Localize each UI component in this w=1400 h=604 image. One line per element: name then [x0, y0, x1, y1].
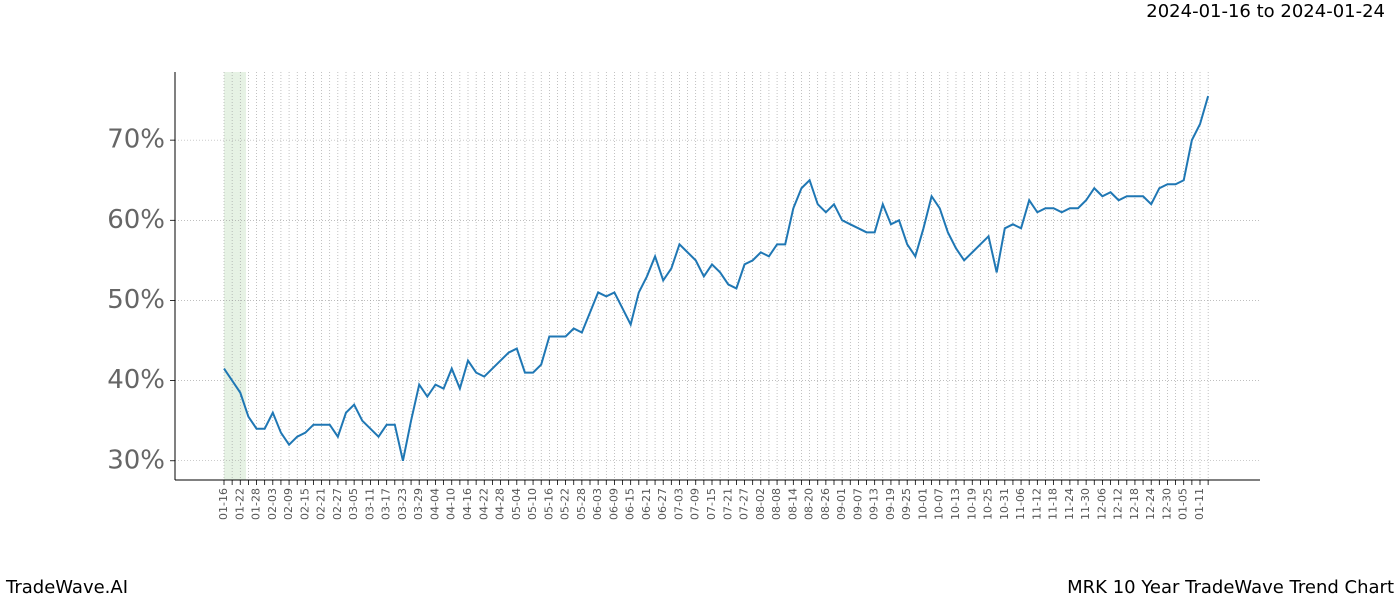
x-tick-label: 12-24 [1144, 488, 1157, 520]
chart-title: 2024-01-16 to 2024-01-24 [1146, 1, 1385, 22]
x-tick-label: 03-17 [380, 488, 393, 520]
x-tick-label: 10-01 [916, 488, 929, 520]
y-tick-label: 70% [107, 125, 165, 155]
x-tick-label: 10-31 [998, 488, 1011, 520]
x-tick-label: 06-03 [591, 488, 604, 520]
x-tick-label: 10-19 [965, 488, 978, 520]
x-tick-label: 07-21 [721, 488, 734, 520]
y-tick-label: 30% [107, 445, 165, 475]
x-tick-label: 02-09 [282, 488, 295, 520]
footer-left: TradeWave.AI [5, 577, 128, 598]
x-tick-label: 12-12 [1112, 488, 1125, 520]
x-tick-label: 12-18 [1128, 488, 1141, 520]
x-tick-label: 06-09 [607, 488, 620, 520]
x-tick-label: 02-03 [266, 488, 279, 520]
x-tick-label: 05-16 [542, 488, 555, 520]
x-tick-label: 08-20 [803, 488, 816, 520]
x-tick-label: 01-11 [1193, 488, 1206, 520]
x-tick-label: 07-15 [705, 488, 718, 520]
x-tick-label: 03-29 [412, 488, 425, 520]
x-tick-label: 12-06 [1095, 488, 1108, 520]
x-tick-label: 05-04 [510, 488, 523, 520]
x-tick-label: 07-03 [672, 488, 685, 520]
x-tick-label: 04-04 [428, 488, 441, 520]
x-tick-label: 04-28 [494, 488, 507, 520]
x-tick-label: 10-07 [933, 488, 946, 520]
x-tick-label: 11-18 [1047, 488, 1060, 520]
x-tick-label: 08-26 [819, 488, 832, 520]
x-tick-label: 08-08 [770, 488, 783, 520]
x-tick-label: 11-06 [1014, 488, 1027, 520]
highlight-span [224, 72, 246, 480]
footer-right: MRK 10 Year TradeWave Trend Chart [1067, 577, 1394, 598]
x-tick-label: 04-10 [445, 488, 458, 520]
line-series [223, 95, 1210, 461]
x-tick-label: 07-27 [738, 488, 751, 520]
x-tick-label: 02-15 [298, 488, 311, 520]
x-tick-label: 11-24 [1063, 488, 1076, 520]
x-tick-label: 09-13 [868, 488, 881, 520]
y-tick-label: 60% [107, 205, 165, 235]
x-tick-label: 03-11 [363, 488, 376, 520]
x-tick-label: 05-10 [526, 488, 539, 520]
x-tick-label: 05-28 [575, 488, 588, 520]
x-tick-label: 03-05 [347, 488, 360, 520]
x-tick-label: 09-25 [900, 488, 913, 520]
x-tick-label: 07-09 [689, 488, 702, 520]
x-tick-label: 10-25 [982, 488, 995, 520]
x-tick-label: 09-07 [851, 488, 864, 520]
x-tick-label: 11-30 [1079, 488, 1092, 520]
x-tick-label: 10-13 [949, 488, 962, 520]
x-tick-label: 06-21 [640, 488, 653, 520]
x-tick-label: 01-22 [233, 488, 246, 520]
x-tick-label: 06-27 [656, 488, 669, 520]
x-tick-label: 08-14 [786, 488, 799, 520]
y-tick-label: 50% [107, 285, 165, 315]
y-tick-label: 40% [107, 365, 165, 395]
x-tick-label: 01-05 [1177, 488, 1190, 520]
x-tick-label: 01-28 [250, 488, 263, 520]
x-tick-label: 06-15 [624, 488, 637, 520]
x-tick-label: 04-22 [477, 488, 490, 520]
x-tick-label: 02-21 [315, 488, 328, 520]
x-tick-label: 09-01 [835, 488, 848, 520]
x-tick-label: 05-22 [559, 488, 572, 520]
x-tick-label: 08-02 [754, 488, 767, 520]
x-tick-label: 11-12 [1030, 488, 1043, 520]
x-tick-label: 02-27 [331, 488, 344, 520]
x-tick-label: 03-23 [396, 488, 409, 520]
x-tick-label: 01-16 [217, 488, 230, 520]
x-tick-label: 09-19 [884, 488, 897, 520]
x-tick-label: 04-16 [461, 488, 474, 520]
x-tick-label: 12-30 [1160, 488, 1173, 520]
